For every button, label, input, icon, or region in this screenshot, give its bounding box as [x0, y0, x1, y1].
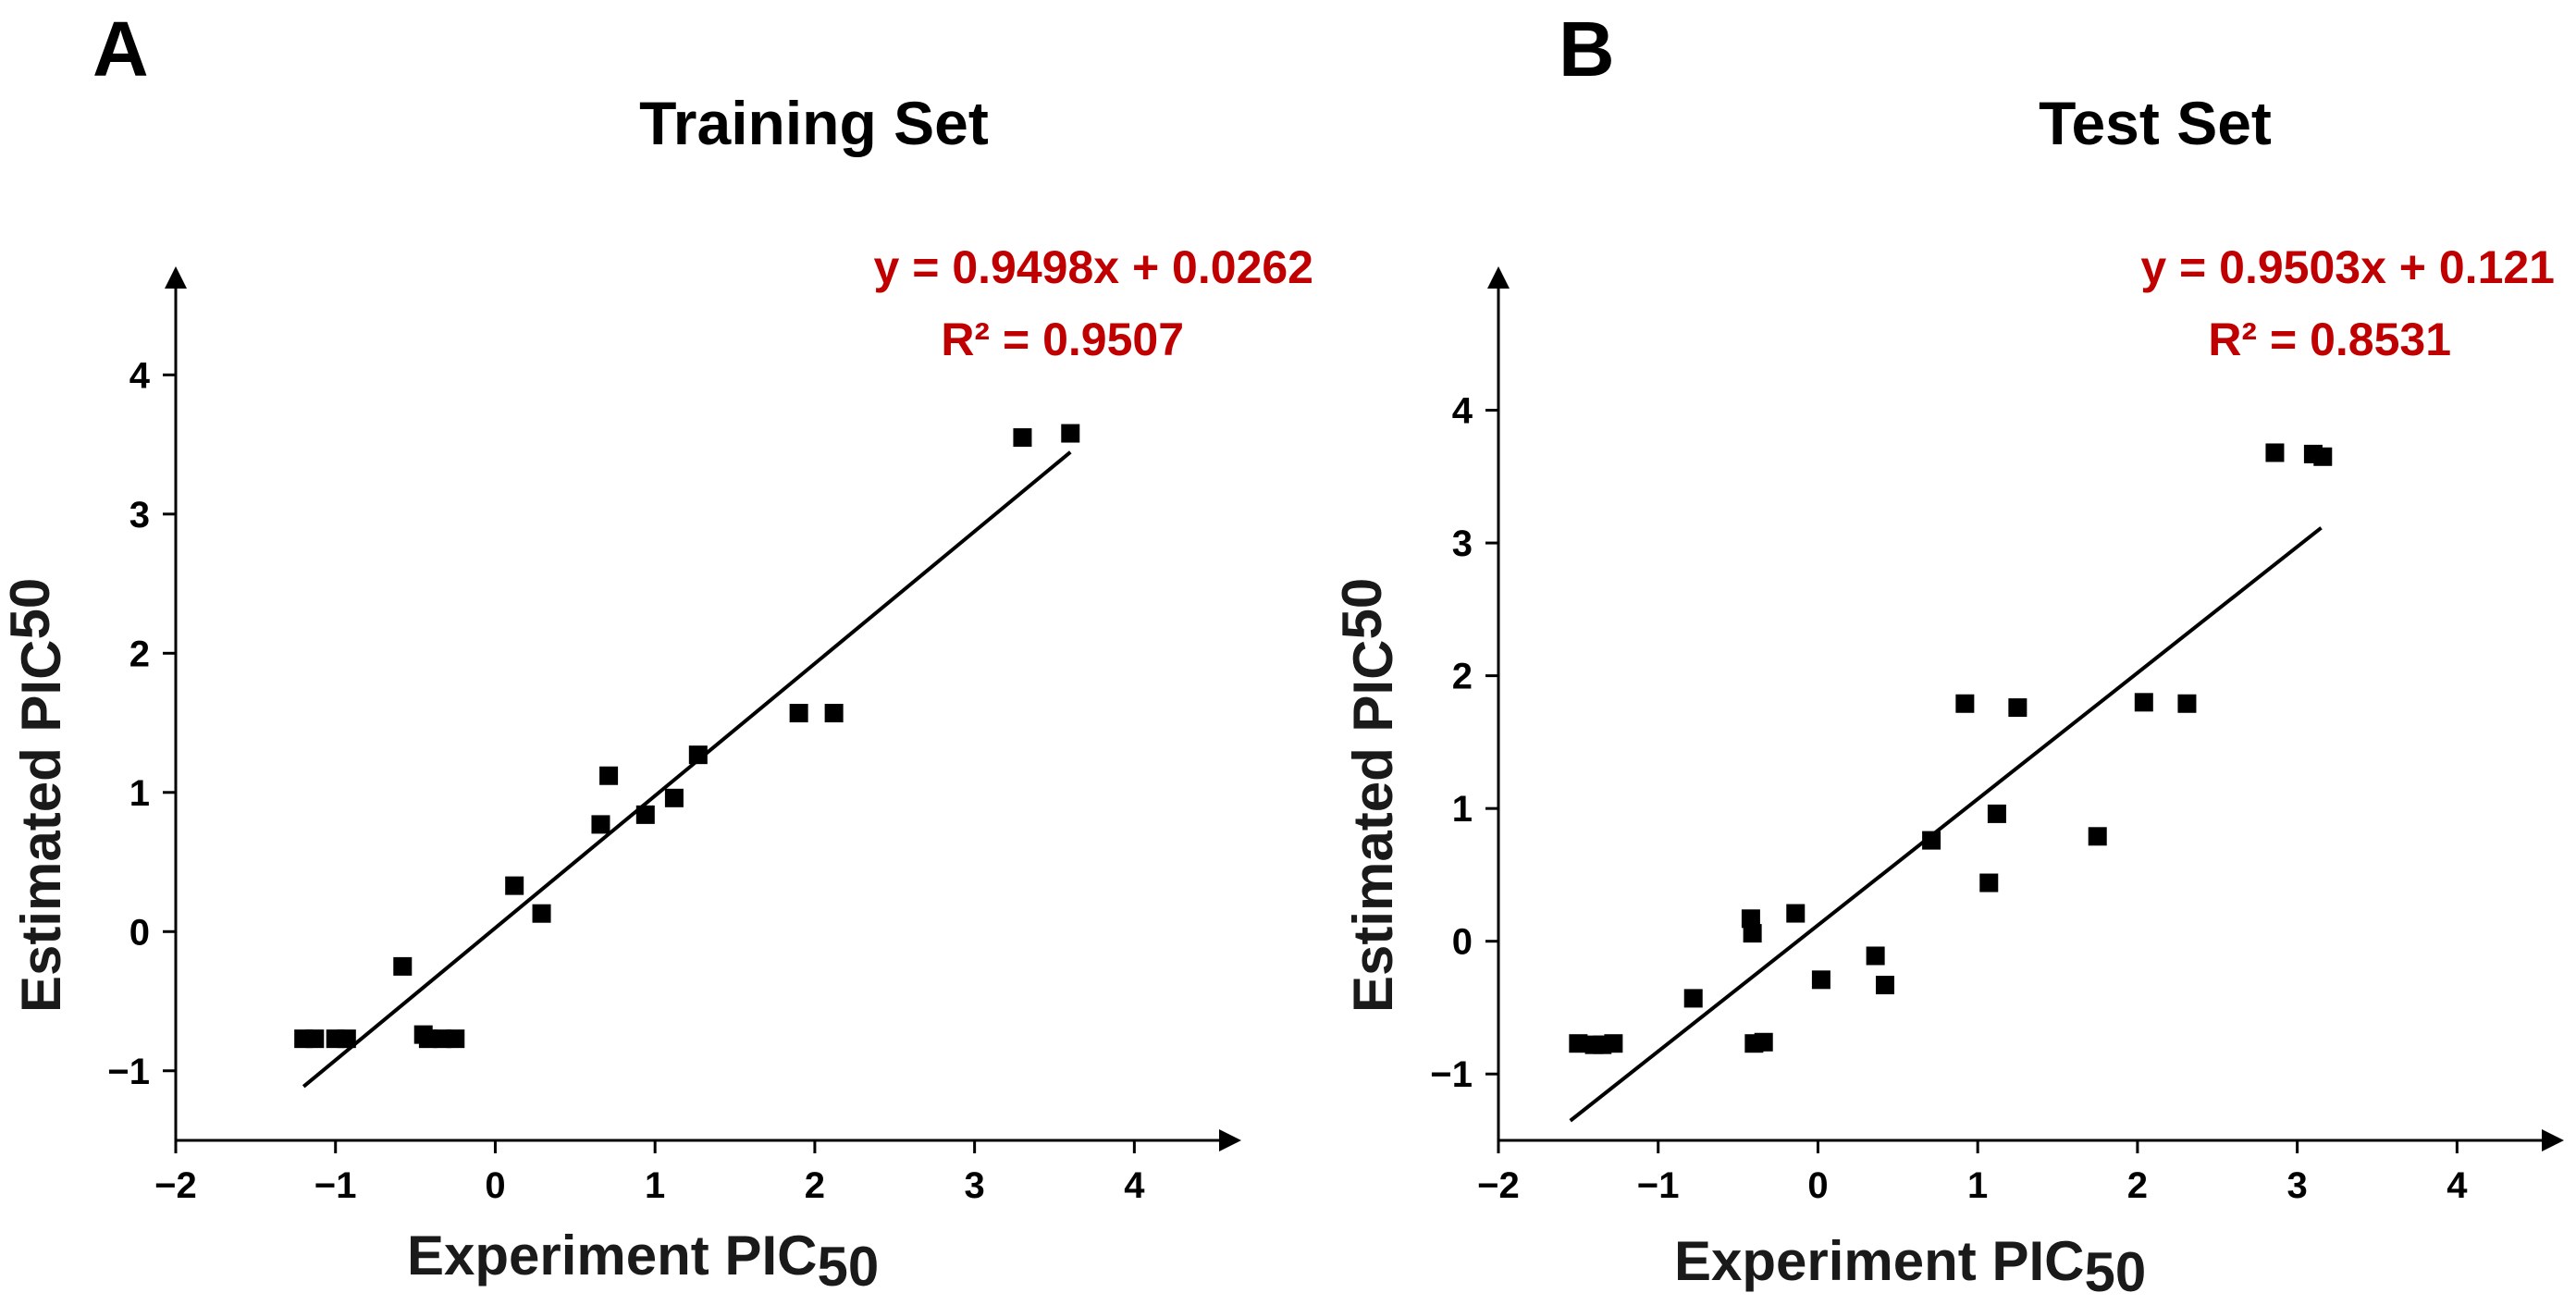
svg-text:Estimated PIC50: Estimated PIC50: [1331, 578, 1404, 1013]
panel-b-y-tick-label: 2: [1452, 657, 1473, 697]
panel-b-data-point: [1866, 946, 1885, 966]
panel-b-title: Test Set: [2039, 89, 2272, 157]
panel-a-r-squared: R² = 0.9507: [941, 314, 1184, 365]
panel-b-r-squared: R² = 0.8531: [2208, 314, 2451, 365]
panel-b-fit-line: [1569, 526, 2323, 1123]
panel-b-x-tick-label: 4: [2447, 1165, 2468, 1206]
panel-a-y-tick-label: 3: [129, 495, 150, 536]
panel-a-data-point: [688, 745, 708, 765]
svg-text:Estimated PIC50: Estimated PIC50: [0, 578, 72, 1013]
panel-b: B Test Set y = 0.9503x + 0.121 R² = 0.85…: [1331, 6, 2564, 1303]
panel-b-data-point: [2313, 447, 2333, 466]
panel-a-y-axis-label-main: Estimated PIC: [10, 640, 72, 1013]
panel-b-x-tick-label: 1: [1967, 1165, 1988, 1206]
panel-a-y-axis-label: Estimated PIC50: [0, 578, 72, 1013]
panel-a-data-point: [305, 1029, 325, 1049]
panel-a-y-tick-label: 1: [129, 773, 150, 814]
svg-text:Experiment PIC50: Experiment PIC50: [407, 1225, 879, 1298]
panel-b-data-point: [1683, 989, 1703, 1008]
panel-b-data-point: [1743, 924, 1762, 943]
panel-a-x-axis-label: Experiment PIC50: [407, 1225, 879, 1298]
panel-b-y-tick-label: −1: [1430, 1054, 1473, 1095]
panel-b-data-point: [1955, 694, 1975, 713]
panel-a-x-axis-label-sub: 50: [817, 1236, 879, 1298]
panel-a-data-point: [337, 1029, 356, 1049]
panel-a-data-point: [446, 1029, 465, 1049]
panel-b-x-axis-label-main: Experiment PIC: [1674, 1230, 2084, 1292]
panel-a: A Training Set y = 0.9498x + 0.0262 R² =…: [0, 6, 1313, 1298]
panel-b-x-tick-label: 0: [1807, 1165, 1828, 1206]
panel-a-x-axis-label-main: Experiment PIC: [407, 1225, 817, 1287]
panel-a-x-tick-label: 0: [485, 1165, 505, 1206]
panel-b-y-tick-label: 4: [1452, 391, 1473, 432]
panel-b-data-point: [1876, 976, 1894, 995]
panel-a-data-point: [393, 956, 413, 976]
panel-b-y-tick-label: 0: [1452, 922, 1473, 963]
panel-b-data-point: [2134, 693, 2153, 712]
panel-a-data-point: [505, 876, 524, 895]
panel-b-x-axis-label-sub: 50: [2084, 1241, 2146, 1300]
panel-a-y-axis-label-sub: 50: [0, 578, 61, 640]
panel-a-data-point: [664, 788, 684, 807]
panel-a-data-point: [599, 766, 619, 785]
panel-b-x-tick-label: −2: [1477, 1165, 1520, 1206]
panel-b-data-point: [1786, 904, 1806, 923]
panel-b-x-tick-label: 3: [2287, 1165, 2308, 1206]
panel-b-letter: B: [1559, 6, 1615, 92]
panel-b-data-point: [1979, 873, 1999, 893]
panel-b-y-tick-label: 1: [1452, 789, 1473, 830]
panel-b-data-point: [1922, 831, 1941, 850]
panel-b-data-point: [1741, 909, 1760, 929]
panel-b-equation: y = 0.9503x + 0.121: [2140, 241, 2555, 293]
panel-a-data-point: [532, 904, 551, 923]
panel-a-title: Training Set: [639, 89, 989, 157]
panel-a-y-tick-label: −1: [107, 1052, 150, 1092]
panel-b-data-point: [1811, 970, 1830, 990]
panel-a-x-tick-label: −1: [314, 1165, 357, 1206]
panel-a-x-tick-label: 3: [965, 1165, 985, 1206]
panel-a-x-tick-label: 4: [1124, 1165, 1145, 1206]
panel-a-x-tick-label: 2: [805, 1165, 825, 1206]
svg-text:Experiment PIC50: Experiment PIC50: [1674, 1230, 2146, 1300]
panel-a-data-point: [635, 805, 655, 824]
panel-a-data-point: [418, 1029, 438, 1049]
panel-a-data-point: [789, 704, 808, 723]
panel-b-x-axis-label: Experiment PIC50: [1674, 1230, 2146, 1303]
panel-b-x-tick-label: 2: [2127, 1165, 2148, 1206]
panel-b-data-point: [1604, 1034, 1623, 1053]
panel-b-y-tick-label: 3: [1452, 523, 1473, 564]
panel-b-y-axis-label: Estimated PIC50: [1331, 578, 1404, 1013]
panel-a-data-point: [1013, 428, 1032, 448]
panel-a-x-tick-label: 1: [645, 1165, 665, 1206]
panel-b-x-tick-label: −1: [1637, 1165, 1680, 1206]
panel-b-y-axis-label-main: Estimated PIC: [1342, 640, 1404, 1013]
panel-a-fit-line: [302, 450, 1072, 1089]
panel-b-data-point: [2265, 443, 2285, 462]
panel-a-letter: A: [92, 6, 149, 92]
panel-b-data-point: [2008, 698, 2028, 718]
panel-a-data-point: [1061, 424, 1080, 443]
panel-a-y-tick-label: 2: [129, 634, 150, 674]
panel-b-y-axis-label-sub: 50: [1331, 578, 1393, 640]
panel-b-data-point: [2177, 694, 2197, 713]
panel-a-y-tick-label: 0: [129, 912, 150, 953]
panel-a-x-tick-label: −2: [154, 1165, 197, 1206]
panel-b-data-point: [1754, 1032, 1773, 1052]
panel-a-equation: y = 0.9498x + 0.0262: [874, 241, 1313, 293]
panel-b-data-point: [1987, 804, 2006, 823]
panel-b-data-point: [1569, 1034, 1588, 1053]
panel-a-data-point: [824, 704, 844, 723]
panel-b-data-point: [2088, 827, 2107, 846]
panel-a-y-tick-label: 4: [129, 355, 151, 396]
panel-a-data-point: [591, 815, 610, 834]
